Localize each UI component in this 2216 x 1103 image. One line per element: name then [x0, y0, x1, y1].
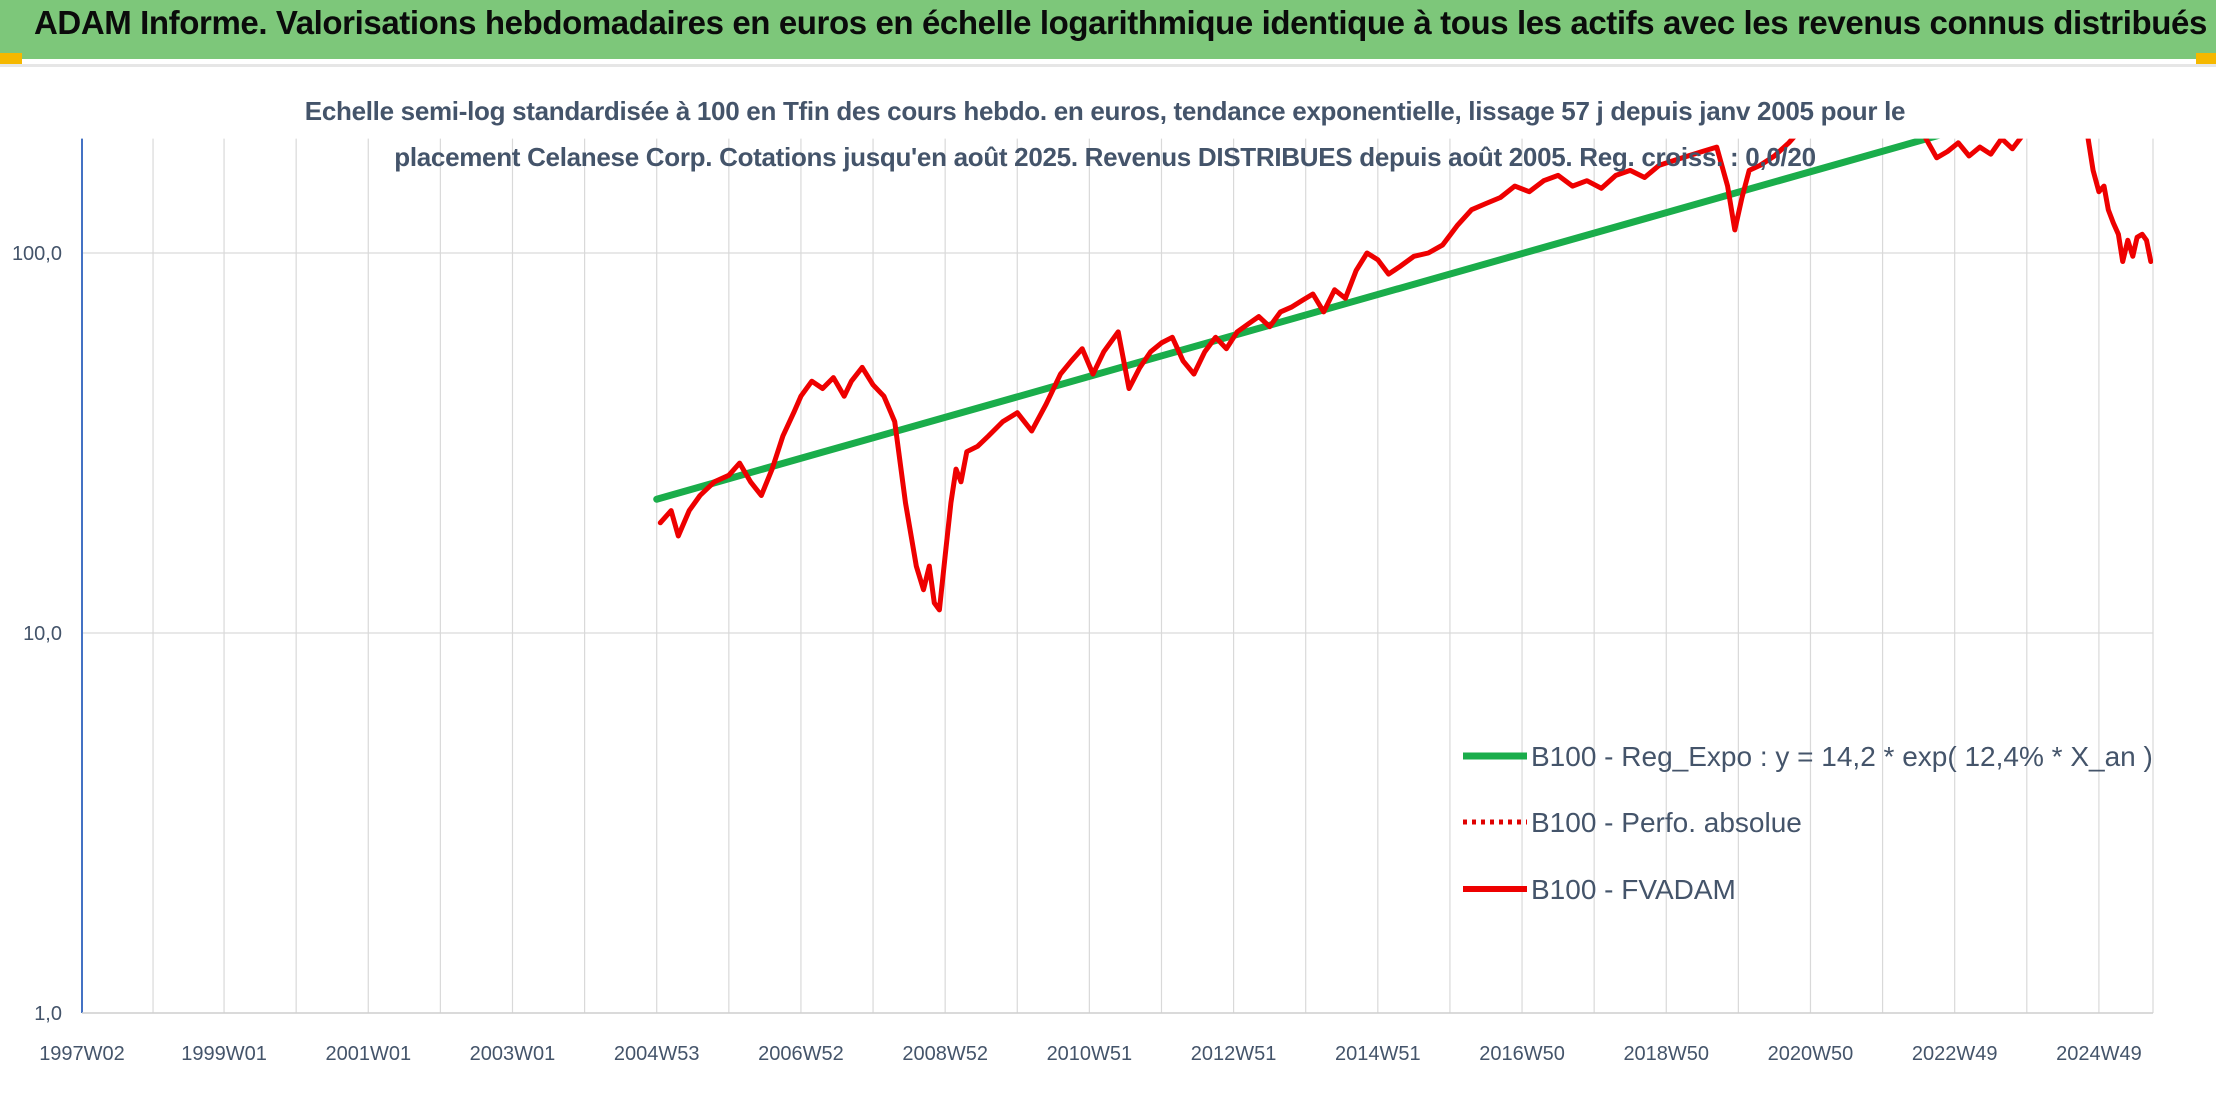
x-tick-label: 2010W51	[1047, 1043, 1133, 1065]
x-tick-label: 2003W01	[470, 1043, 556, 1065]
y-tick-label: 1,0	[34, 1003, 62, 1025]
chart-frame	[0, 64, 2216, 1103]
x-tick-label: 2008W52	[902, 1043, 988, 1065]
chart-title-line-1: Echelle semi-log standardisée à 100 en T…	[304, 96, 1906, 126]
series-group	[653, 138, 2153, 613]
fvadam-line	[657, 138, 1796, 613]
x-tick-label: 2016W50	[1479, 1043, 1565, 1065]
legend-item-absolute-label: B100 - Perfo. absolue	[1531, 807, 1802, 838]
corner-marker-right	[2196, 53, 2216, 65]
x-tick-label: 1997W02	[39, 1043, 125, 1065]
legend-item-trend-label: B100 - Reg_Expo : y = 14,2 * exp( 12,4% …	[1531, 741, 2153, 772]
series-layer	[653, 138, 2153, 613]
corner-marker-left	[0, 53, 22, 65]
legend-item-fvadam-label: B100 - FVADAM	[1531, 874, 1736, 905]
fvadam-line	[2085, 138, 2153, 264]
chart-title-line-2: placement Celanese Corp. Cotations jusqu…	[394, 142, 1816, 172]
x-tick-label: 2012W51	[1191, 1043, 1277, 1065]
x-tick-label: 2004W53	[614, 1043, 700, 1065]
y-tick-label: 10,0	[23, 623, 62, 645]
x-tick-label: 2024W49	[2056, 1043, 2142, 1065]
x-tick-label: 1999W01	[181, 1043, 267, 1065]
x-tick-label: 2018W50	[1623, 1043, 1709, 1065]
y-tick-label: 100,0	[12, 243, 62, 265]
axis-layer: 1997W02 1999W01 2001W01 2003W01 2004W53 2006W…	[12, 138, 2153, 1065]
trend-line	[653, 138, 1940, 503]
x-tick-label: 2020W50	[1768, 1043, 1854, 1065]
title-banner: ADAM Informe. Valorisations hebdomadaire…	[0, 0, 2216, 59]
report-title: ADAM Informe. Valorisations hebdomadaire…	[34, 4, 2207, 41]
x-tick-label: 2006W52	[758, 1043, 844, 1065]
x-tick-label: 2014W51	[1335, 1043, 1421, 1065]
legend: B100 - Reg_Expo : y = 14,2 * exp( 12,4% …	[1463, 741, 2153, 905]
grid-layer	[81, 138, 2154, 1014]
x-tick-label: 2001W01	[325, 1043, 411, 1065]
fvadam-line	[1923, 138, 2024, 161]
x-tick-label: 2022W49	[1912, 1043, 1998, 1065]
